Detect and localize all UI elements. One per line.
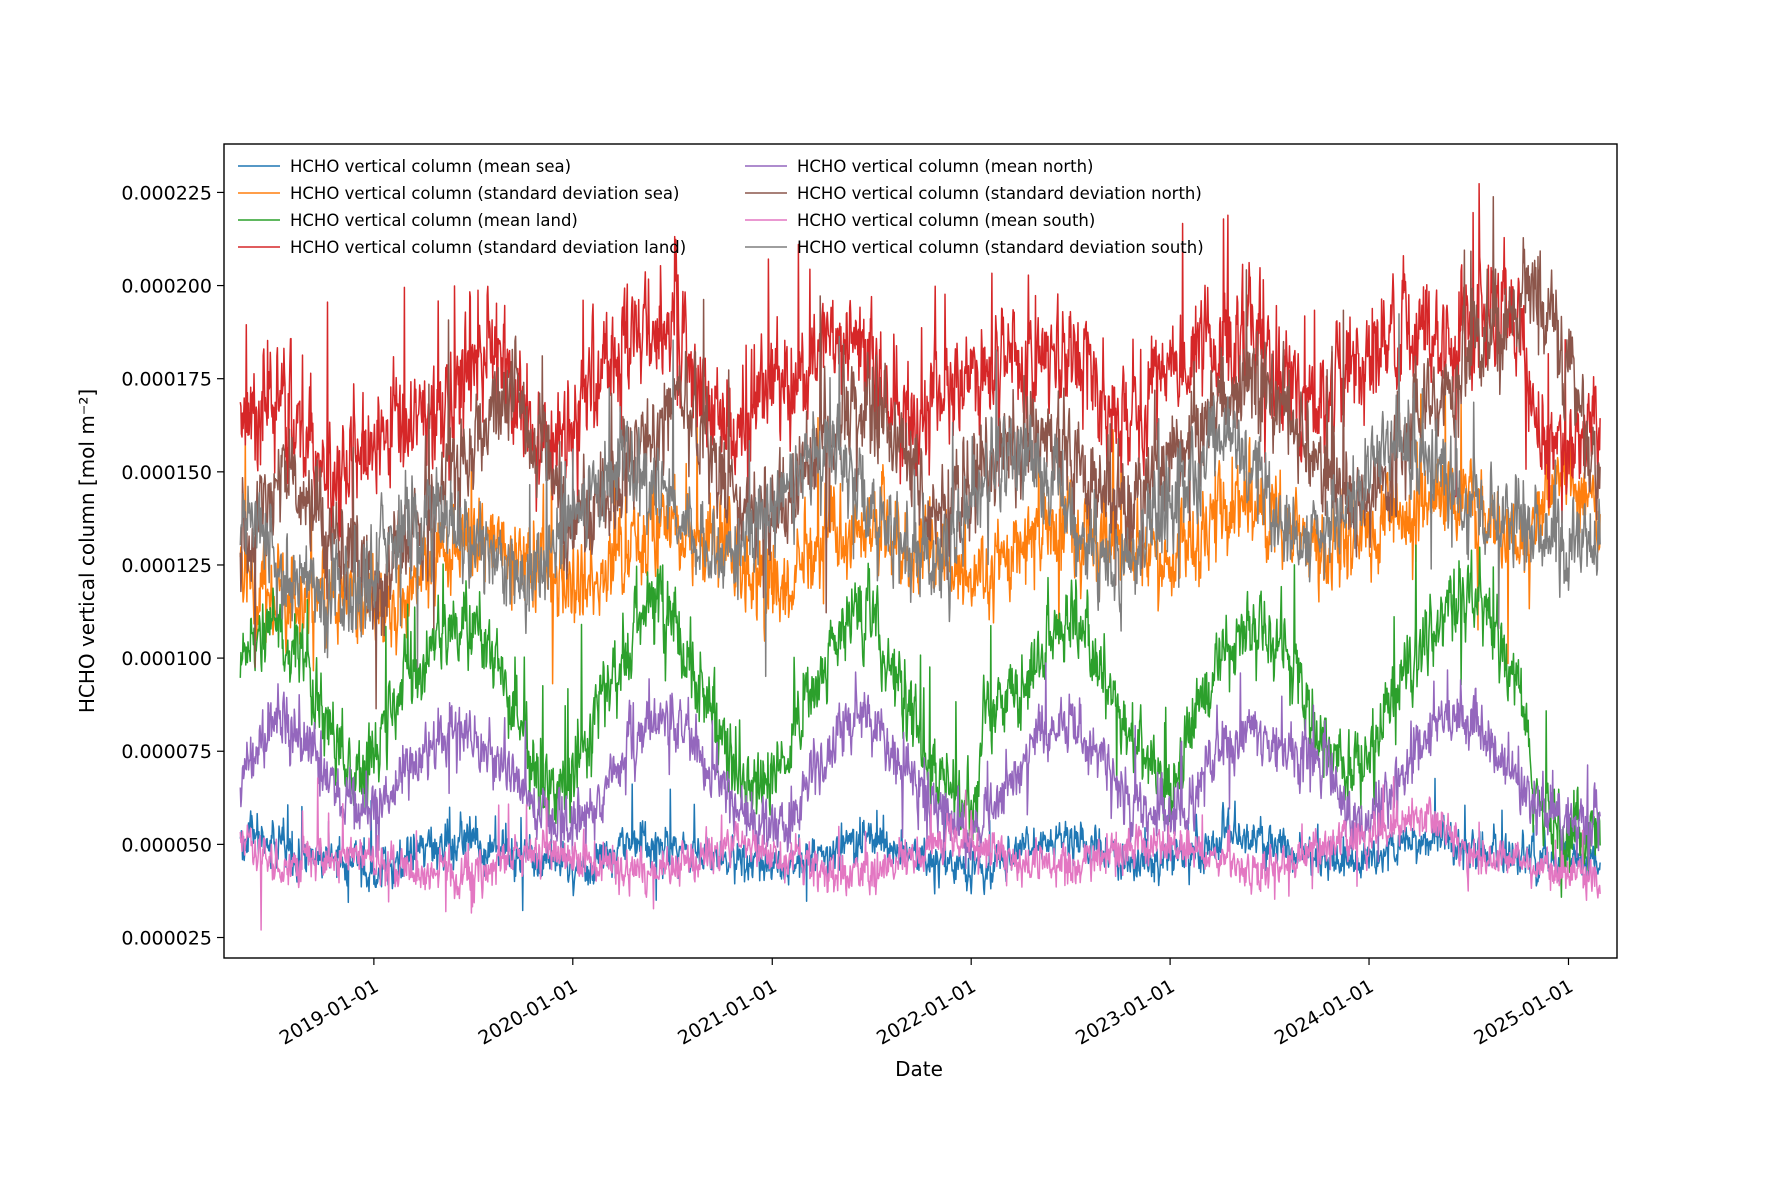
series-line: [239, 313, 1601, 678]
legend-label: HCHO vertical column (mean sea): [290, 157, 571, 176]
legend-label: HCHO vertical column (mean south): [797, 211, 1095, 230]
y-tick-label: 0.000150: [121, 462, 212, 484]
y-tick-label: 0.000175: [121, 369, 212, 391]
y-tick-label: 0.000075: [121, 741, 212, 763]
legend-label: HCHO vertical column (mean land): [290, 211, 578, 230]
plot-area: [223, 143, 1618, 959]
series-line: [239, 775, 1601, 931]
series-layer: [239, 183, 1601, 931]
legend-label: HCHO vertical column (standard deviation…: [290, 184, 679, 203]
series-line: [239, 662, 1601, 871]
y-tick-label: 0.000100: [121, 648, 212, 670]
series-line: [239, 544, 1601, 898]
legend: HCHO vertical column (mean sea) HCHO vert…: [238, 157, 1204, 257]
y-axis-label: HCHO vertical column [mol m⁻²]: [75, 389, 99, 713]
y-tick-label: 0.000125: [121, 555, 212, 577]
y-tick-label: 0.000225: [121, 182, 212, 204]
legend-label: HCHO vertical column (standard deviation…: [797, 184, 1202, 203]
legend-label: HCHO vertical column (standard deviation…: [290, 238, 686, 257]
y-tick-label: 0.000050: [121, 834, 212, 856]
plot-frame: [223, 143, 1618, 959]
y-tick-label: 0.000025: [121, 928, 212, 950]
series-line: [239, 183, 1601, 542]
y-tick-label: 0.000200: [121, 276, 212, 298]
series-line: [239, 196, 1601, 710]
x-axis-label: Date: [895, 1057, 943, 1081]
legend-label: HCHO vertical column (standard deviation…: [797, 238, 1204, 257]
legend-label: HCHO vertical column (mean north): [797, 157, 1094, 176]
series-line: [239, 370, 1601, 685]
y-axis: 0.000025 0.000050 0.000075 0.000100 0.000125…: [121, 182, 224, 950]
